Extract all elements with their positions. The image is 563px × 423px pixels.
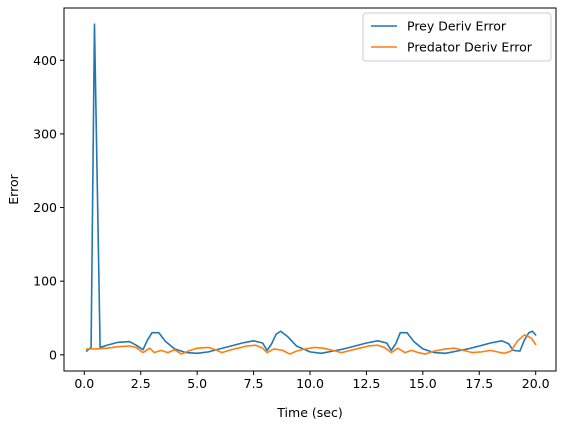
x-tick-label: 12.5 bbox=[353, 376, 381, 391]
x-tick-label: 2.5 bbox=[131, 376, 151, 391]
x-tick-label: 10.0 bbox=[296, 376, 324, 391]
x-tick-label: 5.0 bbox=[187, 376, 207, 391]
legend-label: Prey Deriv Error bbox=[407, 19, 507, 34]
x-axis-label: Time (sec) bbox=[276, 405, 342, 420]
x-tick-label: 20.0 bbox=[522, 376, 550, 391]
x-tick-label: 15.0 bbox=[409, 376, 437, 391]
x-tick-label: 17.5 bbox=[465, 376, 493, 391]
x-tick-label: 7.5 bbox=[244, 376, 264, 391]
series-line-predator bbox=[85, 334, 537, 355]
y-tick-label: 300 bbox=[33, 126, 57, 141]
legend: Prey Deriv Error Predator Deriv Error bbox=[362, 12, 552, 62]
series-layer bbox=[85, 23, 537, 355]
y-axis-label: Error bbox=[6, 173, 21, 204]
y-axis-ticks: 0 100 200 300 400 bbox=[33, 53, 64, 362]
y-tick-label: 400 bbox=[33, 53, 57, 68]
y-tick-label: 0 bbox=[49, 347, 57, 362]
y-tick-label: 100 bbox=[33, 274, 57, 289]
x-tick-label: 0.0 bbox=[74, 376, 94, 391]
plot-area bbox=[64, 8, 556, 371]
x-axis-ticks: 0.0 2.5 5.0 7.5 10.0 12.5 15.0 17.5 20.0 bbox=[74, 371, 550, 391]
legend-label: Predator Deriv Error bbox=[407, 40, 533, 55]
legend-box bbox=[362, 12, 552, 62]
y-tick-label: 200 bbox=[33, 200, 57, 215]
